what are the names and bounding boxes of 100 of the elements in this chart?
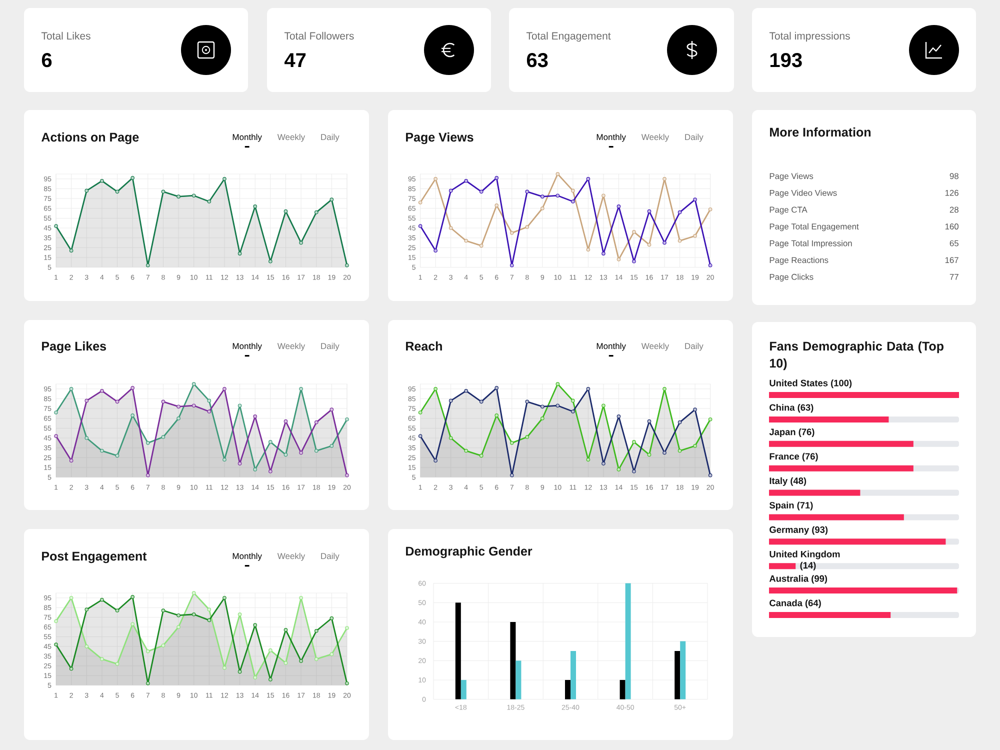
data-label: (99) [812, 575, 828, 584]
category-label: Page CTA [770, 206, 808, 214]
point [100, 178, 104, 183]
data-label: 98 [950, 173, 958, 180]
point [253, 468, 258, 472]
point [268, 470, 272, 474]
point [54, 410, 58, 414]
point [494, 176, 499, 180]
point [448, 436, 453, 440]
data-label: 77 [950, 274, 958, 280]
point [345, 626, 349, 630]
point [69, 387, 74, 391]
point [314, 628, 318, 633]
point [192, 612, 196, 616]
data-label: (93) [812, 526, 828, 535]
point [84, 188, 89, 193]
point [207, 200, 212, 204]
point [130, 414, 134, 418]
point [708, 207, 712, 212]
point [586, 177, 590, 181]
point [602, 252, 606, 256]
point [299, 387, 303, 391]
point [54, 619, 58, 624]
data-label: (48) [790, 477, 806, 486]
point [115, 608, 120, 612]
point [84, 644, 89, 648]
point [647, 242, 652, 247]
point [418, 224, 422, 228]
point [192, 382, 196, 386]
data-label: 28 [950, 206, 958, 213]
point [253, 676, 258, 680]
point [345, 263, 349, 268]
point [314, 210, 318, 214]
point [299, 659, 303, 663]
point [647, 452, 652, 457]
point [418, 434, 422, 438]
point [678, 238, 682, 243]
data-label: (71) [797, 502, 813, 510]
point [284, 452, 288, 457]
point [54, 224, 58, 228]
bar [510, 622, 516, 700]
point [510, 441, 514, 445]
point [434, 177, 438, 181]
data-label: 63 [526, 53, 548, 68]
point [418, 410, 422, 414]
text: Daily [321, 134, 340, 142]
point [192, 591, 196, 595]
point [632, 470, 636, 474]
point [540, 206, 544, 210]
text: Monthly [232, 552, 262, 561]
point [571, 188, 575, 193]
point [115, 662, 120, 666]
point [571, 410, 575, 414]
point [434, 458, 438, 462]
point [678, 420, 682, 424]
point [207, 398, 212, 403]
point [284, 419, 288, 424]
point [525, 225, 530, 229]
point [556, 172, 560, 176]
y-tick-label: Germany [770, 526, 810, 535]
point [525, 435, 530, 439]
point [464, 388, 468, 393]
y-tick-label: United Kingdom [770, 550, 840, 560]
point [678, 210, 682, 214]
point [176, 625, 180, 629]
point [238, 404, 242, 408]
text: Monthly [232, 134, 262, 142]
point [602, 462, 606, 466]
data-label: 167 [945, 257, 958, 264]
point [345, 417, 349, 422]
point [69, 666, 74, 671]
data-label: 65 [950, 240, 958, 246]
point [494, 386, 499, 390]
category-label: Page Total Engagement [770, 223, 859, 232]
point [222, 666, 226, 670]
point [662, 450, 666, 455]
data-label: (76) [802, 452, 818, 462]
data-label: (14) [800, 562, 816, 570]
bar [516, 660, 522, 700]
y-tick-label: China [770, 404, 795, 411]
point [632, 440, 636, 444]
bar [460, 680, 466, 700]
point [192, 404, 196, 408]
text: Weekly [277, 342, 306, 351]
point [540, 404, 544, 408]
point [330, 652, 334, 656]
point [494, 414, 499, 418]
chart-title: Demographic Gender [406, 546, 532, 558]
point [632, 260, 636, 264]
point [299, 450, 303, 455]
point [693, 234, 697, 238]
point [69, 458, 74, 462]
point [284, 628, 288, 632]
point [268, 648, 272, 652]
point [525, 400, 530, 404]
point [602, 194, 606, 198]
point [556, 194, 560, 198]
point [434, 248, 438, 252]
point [268, 440, 272, 444]
point [510, 263, 514, 268]
